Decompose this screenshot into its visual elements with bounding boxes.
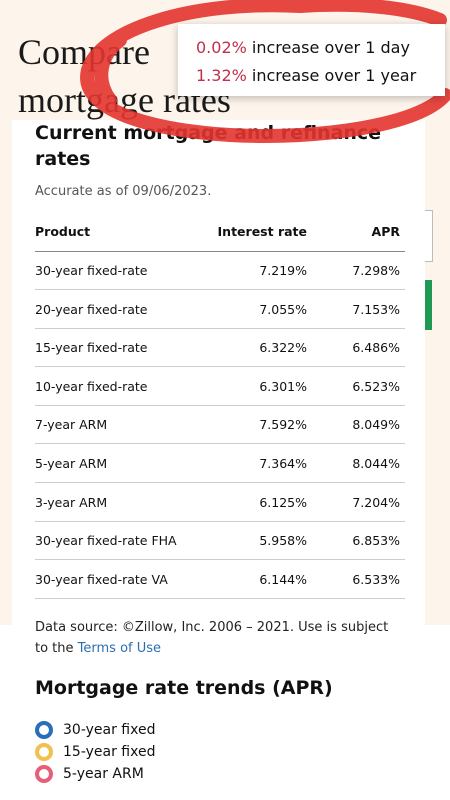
table-cell: 5.958% bbox=[259, 533, 307, 549]
legend-dot bbox=[35, 765, 53, 783]
table-cell: 6.125% bbox=[259, 494, 307, 510]
legend-item: 30-year fixed bbox=[35, 721, 155, 739]
table-cell: 7-year ARM bbox=[35, 417, 108, 433]
terms-link[interactable]: Terms of Use bbox=[77, 641, 162, 656]
table-cell: 6.533% bbox=[352, 571, 400, 587]
row-rule bbox=[35, 559, 405, 561]
red-scribble bbox=[80, 0, 450, 143]
table-cell: 8.049% bbox=[352, 417, 400, 433]
table-cell: 6.322% bbox=[259, 340, 307, 356]
table-cell: 30-year fixed-rate bbox=[35, 263, 148, 278]
table-cell: 7.204% bbox=[352, 494, 400, 510]
table-cell: 7.364% bbox=[259, 456, 307, 471]
trends-title: Mortgage rate trends (APR) bbox=[35, 677, 333, 699]
table-cell: 10-year fixed-rate bbox=[35, 378, 148, 394]
tooltip-line: 0.02% increase over 1 day bbox=[196, 34, 427, 62]
tooltip: 0.02% increase over 1 day 1.32% increase … bbox=[178, 24, 445, 96]
column-header: Interest rate bbox=[217, 224, 307, 239]
bottom-section bbox=[0, 625, 450, 800]
row-rule bbox=[35, 443, 405, 445]
legend-label: 30-year fixed bbox=[63, 722, 156, 738]
source-text: Data source: ©Zillow, Inc. 2006 – 2021. … bbox=[35, 620, 389, 656]
table-cell: 6.486% bbox=[352, 340, 400, 356]
change-text: increase over 1 year bbox=[251, 66, 417, 85]
table-cell: 6.144% bbox=[259, 571, 307, 587]
table-cell: 30-year fixed-rate FHA bbox=[35, 533, 177, 549]
table-cell: 7.219% bbox=[259, 263, 307, 278]
legend-label: 15-year fixed bbox=[63, 744, 156, 760]
table-cell: 15-year fixed-rate bbox=[35, 340, 148, 356]
legend-item: 15-year fixed bbox=[35, 743, 155, 761]
table-cell: 6.523% bbox=[352, 378, 400, 394]
button-edge[interactable] bbox=[425, 280, 432, 330]
table-cell: 6.853% bbox=[352, 533, 400, 549]
table-cell: 7.153% bbox=[352, 301, 400, 317]
row-rule bbox=[35, 404, 405, 406]
table-cell: 7.298% bbox=[352, 263, 400, 278]
rates-card bbox=[12, 120, 425, 625]
table-cell: 3-year ARM bbox=[35, 494, 108, 510]
legend-dot bbox=[35, 743, 53, 761]
column-header: Product bbox=[35, 224, 91, 239]
table-cell: 7.055% bbox=[259, 301, 307, 317]
accuracy-note: Accurate as of 09/06/2023. bbox=[35, 184, 212, 199]
row-rule bbox=[35, 289, 405, 290]
table-cell: 7.592% bbox=[259, 417, 307, 433]
row-rule bbox=[35, 327, 405, 329]
tooltip-line: 1.32% increase over 1 year bbox=[196, 62, 427, 90]
row-rule bbox=[35, 366, 405, 368]
table-cell: 8.044% bbox=[352, 456, 400, 471]
row-rule bbox=[35, 520, 405, 522]
table-cell: 6.301% bbox=[259, 378, 307, 394]
table-cell: 30-year fixed-rate VA bbox=[35, 571, 168, 587]
table-cell: 5-year ARM bbox=[35, 456, 108, 471]
row-rule bbox=[35, 482, 405, 483]
input-edge bbox=[425, 210, 433, 262]
data-source: Data source: ©Zillow, Inc. 2006 – 2021. … bbox=[35, 617, 405, 659]
change-value: 0.02% bbox=[196, 38, 247, 57]
header-rule bbox=[35, 251, 405, 252]
change-value: 1.32% bbox=[196, 66, 247, 85]
table-cell: 20-year fixed-rate bbox=[35, 301, 148, 317]
change-text: increase over 1 day bbox=[251, 38, 410, 57]
legend-dot bbox=[35, 721, 53, 739]
column-header: APR bbox=[371, 224, 400, 239]
legend-label: 5-year ARM bbox=[63, 766, 144, 782]
legend-item: 5-year ARM bbox=[35, 765, 144, 783]
row-rule bbox=[35, 597, 405, 599]
